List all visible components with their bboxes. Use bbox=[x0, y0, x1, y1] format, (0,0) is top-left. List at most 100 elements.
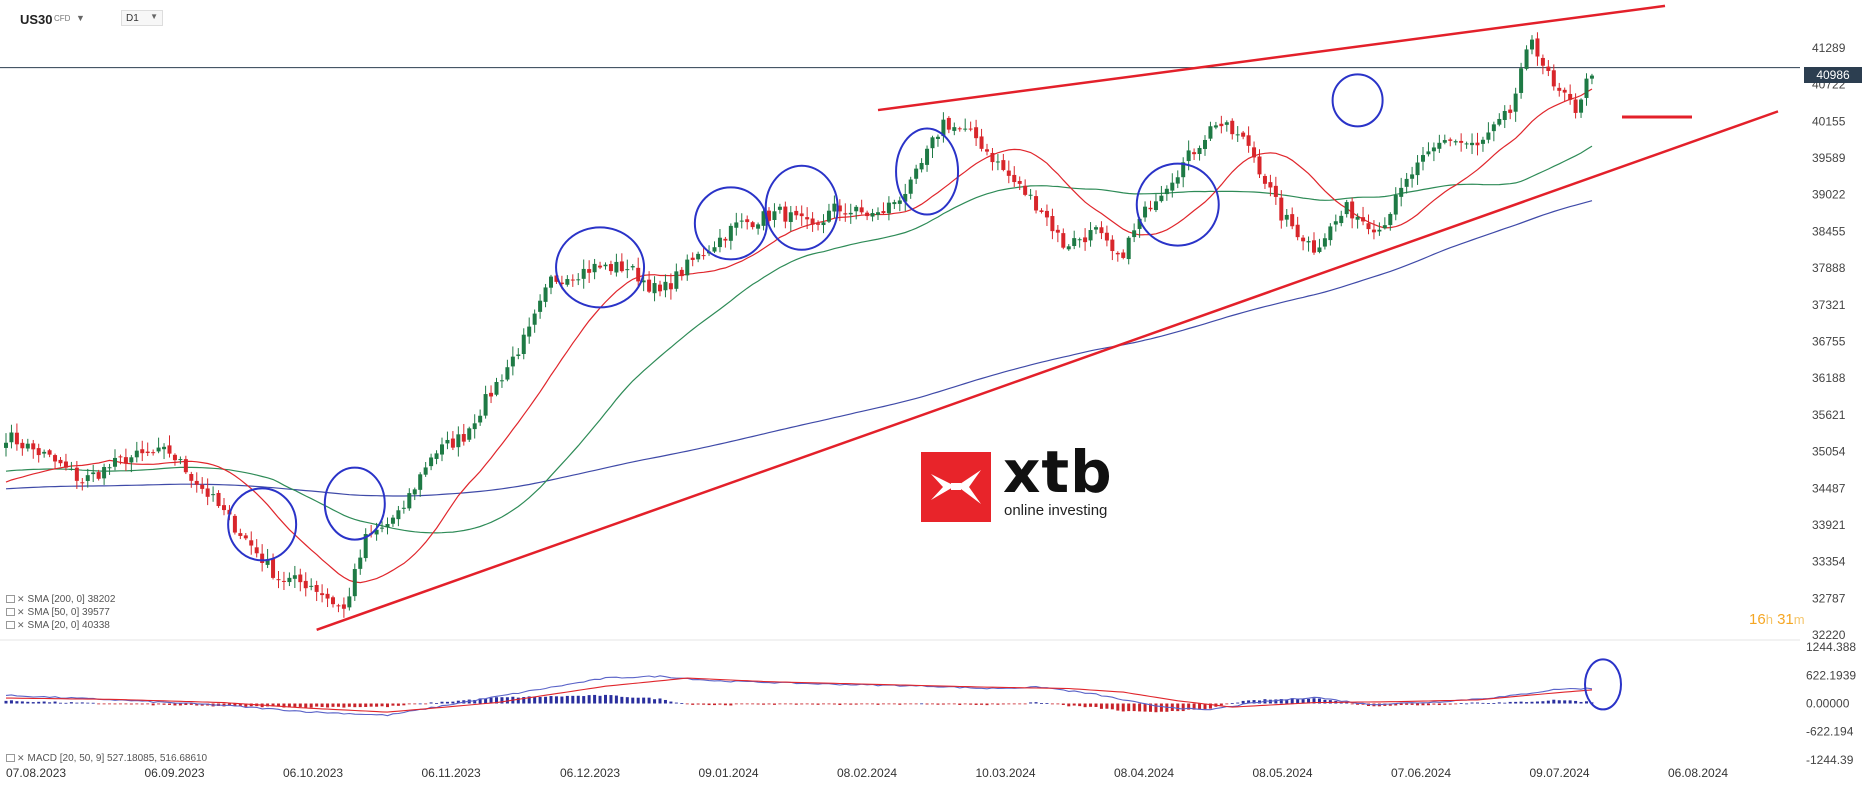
candle bbox=[1480, 136, 1485, 152]
timeframe-select[interactable]: D1 ▼ bbox=[121, 10, 163, 26]
x-tick-label: 06.08.2024 bbox=[1668, 766, 1728, 780]
macd-histogram-bar bbox=[1285, 699, 1289, 704]
candle bbox=[647, 271, 652, 294]
x-tick-label: 09.07.2024 bbox=[1530, 766, 1590, 780]
candle bbox=[1344, 199, 1349, 218]
candle bbox=[1410, 166, 1415, 188]
legend-macd[interactable]: ✕ MACD [20, 50, 9] 527.18085, 516.68610 bbox=[6, 753, 207, 764]
candle bbox=[685, 254, 690, 281]
macd-histogram-bar bbox=[69, 702, 73, 704]
candle bbox=[668, 273, 673, 300]
candle bbox=[347, 587, 352, 611]
support-trendline bbox=[316, 110, 1779, 631]
macd-histogram-bar bbox=[1410, 703, 1414, 705]
candle bbox=[1279, 190, 1284, 229]
signal-line bbox=[6, 677, 1593, 713]
macd-panel bbox=[4, 658, 1622, 717]
macd-histogram-bar bbox=[59, 702, 62, 704]
legend-macd-label: MACD [20, 50, 9] 527.18085, 516.68610 bbox=[27, 753, 208, 764]
x-tick-label: 08.02.2024 bbox=[837, 766, 897, 780]
candle bbox=[810, 212, 815, 232]
candle bbox=[1039, 208, 1044, 214]
timer-hours: 16 bbox=[1749, 611, 1766, 628]
x-tick-label: 06.09.2023 bbox=[145, 766, 205, 780]
legend-sma20[interactable]: ✕ SMA [20, 0] 40338 bbox=[6, 620, 110, 631]
candle bbox=[1203, 135, 1207, 156]
candle bbox=[1273, 176, 1278, 205]
macd-histogram-bar bbox=[391, 703, 395, 706]
candle bbox=[1301, 235, 1306, 251]
xtb-logo-mark bbox=[921, 452, 991, 522]
candle bbox=[897, 196, 902, 212]
candle bbox=[919, 158, 924, 173]
macd-histogram-bar bbox=[298, 703, 302, 707]
candle bbox=[1306, 236, 1311, 252]
candle bbox=[1415, 155, 1420, 185]
macd-histogram-bar bbox=[1138, 703, 1142, 712]
candle bbox=[385, 517, 390, 535]
candle bbox=[423, 461, 428, 477]
macd-histogram-bar bbox=[538, 696, 542, 704]
annotation-circle bbox=[693, 186, 768, 261]
macd-histogram-bar bbox=[587, 695, 591, 704]
macd-histogram-bar bbox=[685, 703, 689, 705]
macd-histogram-bar bbox=[609, 695, 613, 704]
candle bbox=[946, 116, 951, 134]
legend-sma200-label: SMA [200, 0] 38202 bbox=[27, 594, 116, 605]
candle bbox=[1241, 130, 1246, 140]
moving-averages bbox=[5, 88, 1593, 584]
candle bbox=[1442, 134, 1447, 145]
macd-histogram-bar bbox=[740, 703, 744, 705]
close-icon[interactable]: ✕ bbox=[17, 620, 25, 630]
macd-histogram-bar bbox=[860, 703, 864, 705]
candle bbox=[276, 571, 281, 589]
macd-histogram-bar bbox=[985, 703, 989, 706]
macd-histogram-bar bbox=[1519, 701, 1523, 704]
candle bbox=[42, 449, 47, 458]
macd-histogram-bar bbox=[113, 703, 117, 705]
candle bbox=[837, 199, 842, 222]
legend-sma200[interactable]: ✕ SMA [200, 0] 38202 bbox=[6, 594, 115, 605]
macd-histogram-bar bbox=[151, 703, 155, 706]
macd-histogram-bar bbox=[413, 703, 417, 705]
candle bbox=[178, 456, 183, 465]
legend-icon bbox=[6, 595, 15, 604]
candle bbox=[756, 222, 761, 235]
legend-sma50[interactable]: ✕ SMA [50, 0] 39577 bbox=[6, 607, 110, 618]
candle bbox=[674, 263, 679, 292]
candle bbox=[1072, 230, 1077, 250]
macd-histogram-bar bbox=[947, 703, 951, 705]
candle bbox=[598, 261, 603, 270]
legend-sma20-label: SMA [20, 0] 40338 bbox=[27, 620, 110, 631]
close-icon[interactable]: ✕ bbox=[17, 607, 25, 617]
macd-histogram-bar bbox=[729, 703, 733, 706]
candle bbox=[935, 134, 940, 147]
candle bbox=[429, 453, 434, 471]
candle bbox=[1448, 137, 1453, 147]
candle bbox=[183, 455, 188, 475]
y-tick-label: 38455 bbox=[1812, 224, 1846, 238]
candle bbox=[968, 121, 973, 132]
candle bbox=[783, 201, 788, 229]
x-tick-label: 06.10.2023 bbox=[283, 766, 343, 780]
candle bbox=[870, 208, 875, 222]
macd-histogram-bar bbox=[1083, 703, 1087, 708]
macd-histogram-bar bbox=[1356, 703, 1360, 705]
chevron-down-icon[interactable]: ▼ bbox=[76, 13, 85, 23]
candle bbox=[576, 273, 581, 286]
symbol-label[interactable]: US30 bbox=[20, 12, 53, 27]
candle bbox=[456, 426, 461, 457]
macd-histogram-bar bbox=[522, 697, 526, 704]
close-icon[interactable]: ✕ bbox=[17, 594, 25, 604]
candle bbox=[1088, 222, 1093, 247]
macd-histogram-bar bbox=[1192, 703, 1196, 710]
close-icon[interactable]: ✕ bbox=[17, 753, 25, 763]
candle bbox=[952, 122, 957, 136]
macd-histogram-bar bbox=[1388, 703, 1392, 706]
candle bbox=[320, 584, 325, 603]
macd-y-tick-label: 1244.388 bbox=[1806, 640, 1856, 654]
candle bbox=[1181, 157, 1186, 188]
candle bbox=[58, 457, 63, 467]
candle bbox=[1143, 201, 1148, 222]
